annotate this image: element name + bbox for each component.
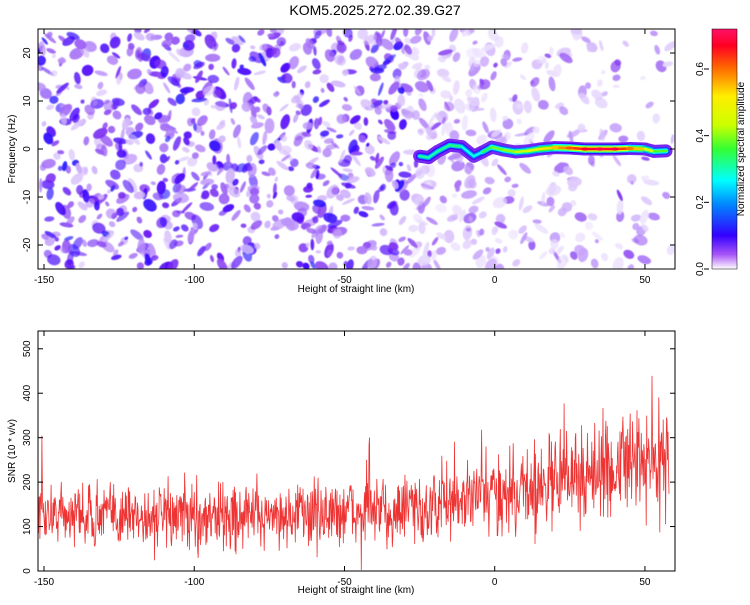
y-tick-label: -20 bbox=[22, 237, 33, 252]
x-tick-label: 0 bbox=[492, 577, 498, 588]
colorbar-tick-label: 0.6 bbox=[695, 62, 706, 76]
ridge-segment bbox=[516, 151, 528, 152]
y-tick-label: 200 bbox=[22, 473, 33, 490]
y-tick-label: 0 bbox=[22, 568, 33, 574]
y-tick-label: 400 bbox=[22, 384, 33, 401]
ridge-segment bbox=[420, 156, 429, 157]
x-tick-label: 0 bbox=[492, 275, 498, 286]
snr-xlabel: Height of straight line (km) bbox=[298, 585, 415, 596]
ridge-peak bbox=[626, 147, 634, 150]
colorbar-tick-label: 0.0 bbox=[695, 262, 706, 276]
heatmap-ylabel: Frequency (Hz) bbox=[7, 115, 18, 184]
heatmap-cell bbox=[516, 104, 523, 109]
ridge-peak bbox=[581, 147, 589, 150]
heatmap-cell bbox=[246, 155, 252, 162]
y-tick-label: -10 bbox=[22, 189, 33, 204]
heatmap-cell bbox=[205, 54, 220, 62]
ridge-peak bbox=[566, 146, 574, 149]
ridge-segment bbox=[450, 145, 462, 146]
y-tick-label: 300 bbox=[22, 429, 33, 446]
ridge-peak bbox=[596, 147, 604, 150]
heatmap-cell bbox=[466, 48, 480, 59]
y-tick-label: 500 bbox=[22, 340, 33, 357]
heatmap-xlabel: Height of straight line (km) bbox=[298, 284, 415, 295]
colorbar-ticks: 0.0 0.2 0.4 0.6 bbox=[695, 62, 709, 276]
x-tick-label: -100 bbox=[184, 275, 204, 286]
x-tick-label: 50 bbox=[639, 275, 651, 286]
snr-ylabel: SNR (10 * v/v) bbox=[7, 419, 18, 483]
y-tick-label: 10 bbox=[22, 95, 33, 107]
heatmap-cell bbox=[613, 85, 620, 89]
figure-title: KOM5.2025.272.02.39.G27 bbox=[289, 2, 460, 18]
x-tick-label: -150 bbox=[34, 577, 54, 588]
heatmap-cell bbox=[352, 152, 363, 156]
heatmap-cell bbox=[292, 81, 296, 88]
y-tick-label: 100 bbox=[22, 518, 33, 535]
x-tick-label: -100 bbox=[184, 577, 204, 588]
heatmap-cell bbox=[76, 185, 83, 195]
heatmap-cell bbox=[212, 155, 216, 164]
x-tick-label: -150 bbox=[34, 275, 54, 286]
ridge-peak bbox=[611, 147, 619, 150]
heatmap-cell bbox=[160, 123, 171, 131]
ridge-segment bbox=[654, 151, 666, 152]
colorbar-label: Normalized spectral amplitude bbox=[736, 81, 747, 216]
colorbar-gradient bbox=[712, 29, 737, 269]
colorbar: 0.0 0.2 0.4 0.6 Normalized spectral amplitu… bbox=[695, 29, 747, 276]
ridge-peak bbox=[551, 146, 559, 149]
x-tick-label: 50 bbox=[639, 577, 651, 588]
y-tick-label: 20 bbox=[22, 47, 33, 59]
colorbar-tick-label: 0.2 bbox=[695, 195, 706, 209]
y-tick-label: 0 bbox=[22, 146, 33, 152]
colorbar-tick-label: 0.4 bbox=[695, 128, 706, 142]
